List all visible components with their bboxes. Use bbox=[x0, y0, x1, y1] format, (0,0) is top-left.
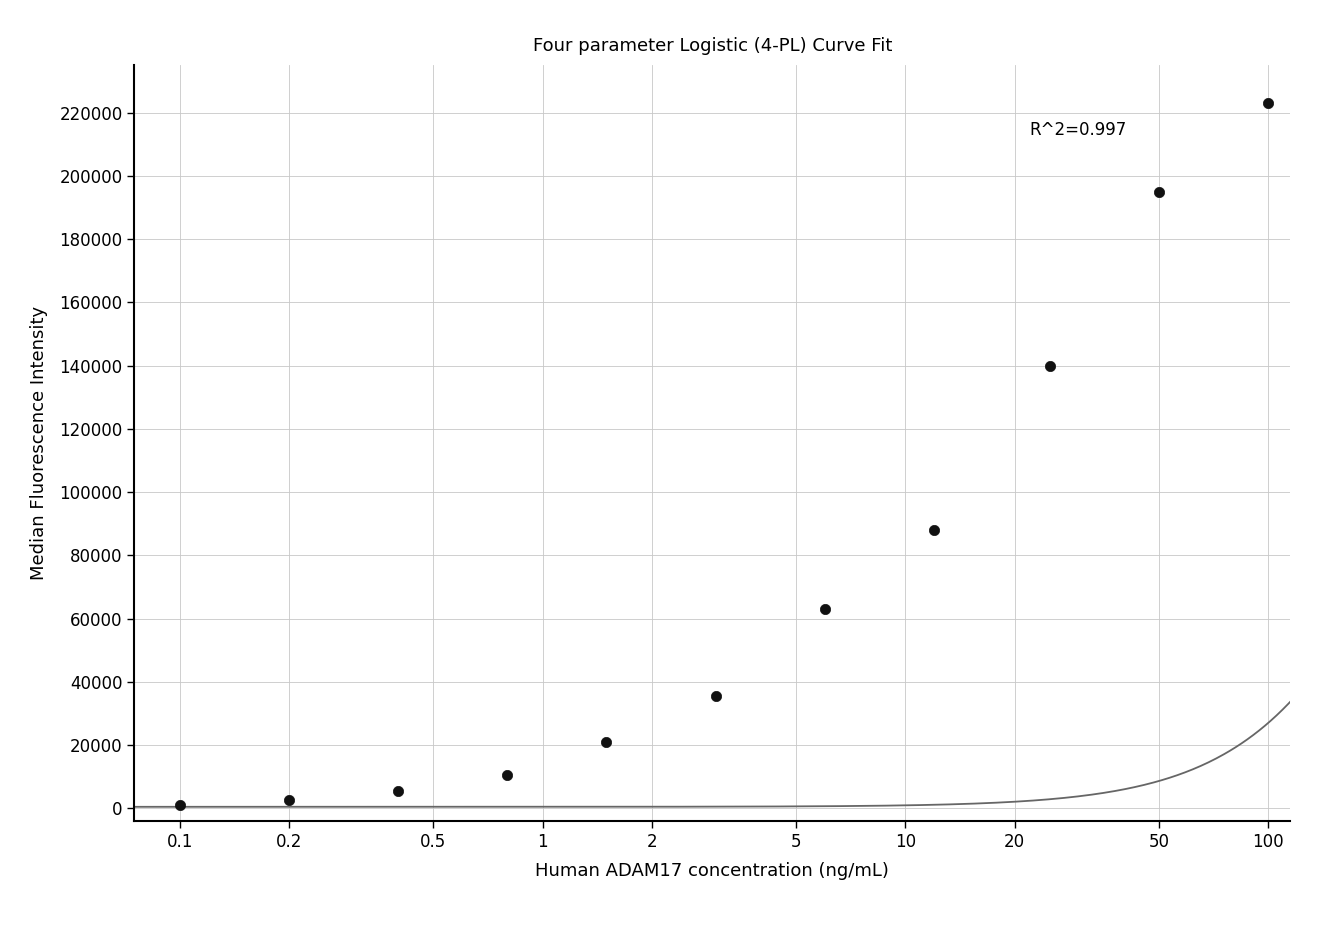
Point bbox=[704, 689, 726, 703]
Point bbox=[169, 797, 191, 812]
Point bbox=[387, 784, 409, 799]
Point bbox=[1258, 96, 1279, 111]
X-axis label: Human ADAM17 concentration (ng/mL): Human ADAM17 concentration (ng/mL) bbox=[535, 862, 890, 880]
Point bbox=[497, 768, 519, 783]
Point bbox=[278, 793, 300, 808]
Point bbox=[1148, 185, 1169, 200]
Text: R^2=0.997: R^2=0.997 bbox=[1030, 121, 1126, 139]
Point bbox=[595, 734, 617, 749]
Point bbox=[923, 522, 945, 537]
Y-axis label: Median Fluorescence Intensity: Median Fluorescence Intensity bbox=[30, 306, 48, 580]
Title: Four parameter Logistic (4-PL) Curve Fit: Four parameter Logistic (4-PL) Curve Fit bbox=[532, 37, 892, 55]
Point bbox=[814, 602, 836, 617]
Point bbox=[1039, 358, 1060, 373]
